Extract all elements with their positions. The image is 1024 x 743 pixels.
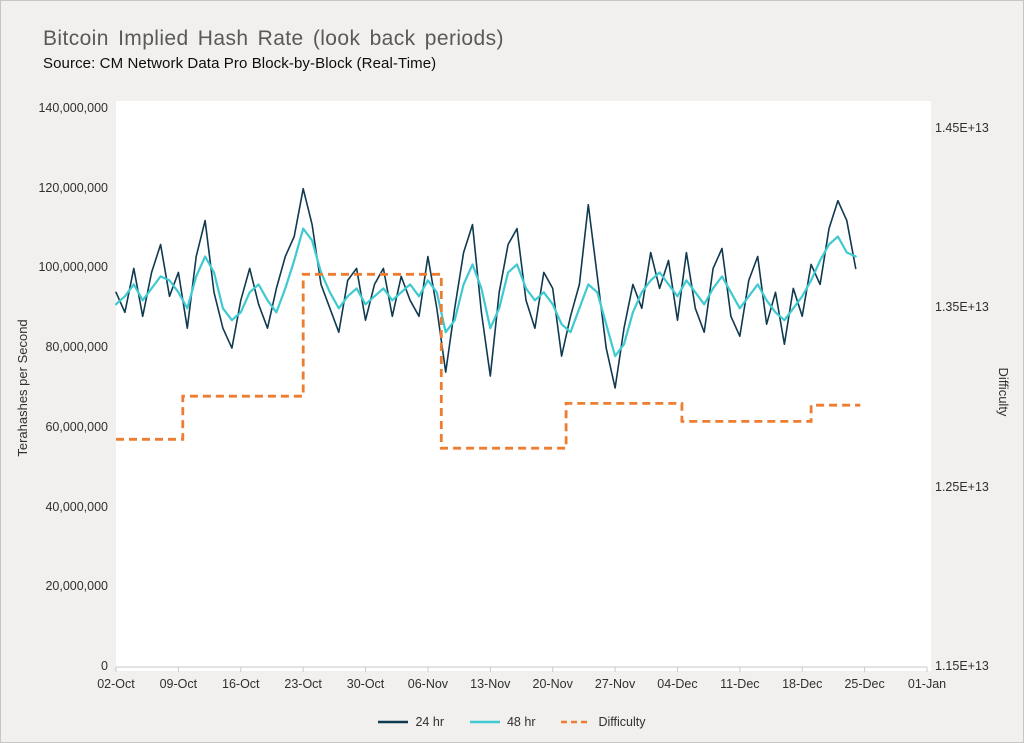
x-axis-tick-label: 04-Dec: [657, 677, 698, 691]
series-48hr-line: [114, 227, 857, 358]
x-axis-tick-label: 09-Oct: [159, 677, 198, 691]
left-axis-tick-label: 0: [101, 659, 108, 673]
left-axis-tick-label: 120,000,000: [38, 180, 108, 195]
legend: 24 hr 48 hr Difficulty: [1, 708, 1023, 736]
x-axis-tick-label: 02-Oct: [97, 677, 135, 691]
left-axis-tick-label: 20,000,000: [45, 579, 108, 594]
legend-swatch-Difficulty: [561, 720, 592, 724]
plot-canvas: [114, 187, 928, 672]
x-axis-tick-label: 25-Dec: [844, 677, 885, 691]
legend-label: Difficulty: [598, 715, 646, 729]
left-axis-tick-label: 140,000,000: [38, 101, 108, 115]
legend-swatch-48hr: [469, 720, 500, 724]
legend-item-Difficulty: Difficulty: [561, 715, 646, 729]
chart-title: Bitcoin Implied Hash Rate (look back per…: [43, 27, 504, 50]
chart-subtitle: Source: CM Network Data Pro Block-by-Blo…: [43, 55, 437, 72]
right-axis-tick-label: 1.45E+13: [935, 121, 989, 136]
x-axis-tick-label: 20-Nov: [532, 677, 573, 691]
right-axis-tick-label: 1.35E+13: [935, 300, 989, 315]
right-axis-tick-label: 1.15E+13: [935, 659, 989, 673]
x-axis-tick-label: 16-Oct: [222, 677, 260, 691]
legend-label: 48 hr: [506, 715, 536, 729]
left-axis-tick-label: 40,000,000: [45, 499, 108, 514]
series-24hr-line: [115, 187, 857, 389]
plot-area: [114, 101, 931, 672]
x-axis-tick-label: 01-Jan: [907, 677, 947, 691]
legend-item-24hr: 24 hr: [378, 715, 444, 729]
left-axis-tick-label: 60,000,000: [45, 419, 108, 434]
legend-swatch-24hr: [378, 720, 409, 724]
x-axis-tick-label: 11-Dec: [720, 677, 760, 691]
x-axis-tick-label: 18-Dec: [782, 677, 823, 691]
x-axis-tick-label: 06-Nov: [407, 677, 449, 691]
x-axis-tick-label: 13-Nov: [470, 677, 511, 691]
left-axis-tick-label: 80,000,000: [45, 340, 108, 355]
x-axis-tick-label: 23-Oct: [284, 677, 322, 691]
legend-label: 24 hr: [415, 715, 444, 729]
right-axis-title: Difficulty: [996, 367, 1011, 417]
legend-item-48hr: 48 hr: [469, 715, 536, 729]
right-axis-tick-label: 1.25E+13: [935, 479, 989, 494]
left-axis-title: Terahashes per Second: [15, 319, 30, 457]
left-axis-tick-label: 100,000,000: [38, 260, 108, 275]
x-axis-tick-label: 30-Oct: [346, 677, 385, 691]
x-axis-tick-label: 27-Nov: [594, 677, 636, 691]
